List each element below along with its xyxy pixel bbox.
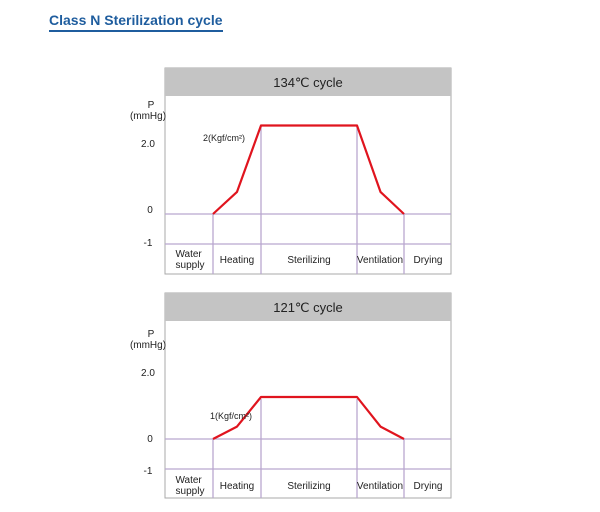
pressure-label: 1(Kgf/cm²) (210, 411, 252, 421)
phase-drying: Drying (414, 481, 443, 492)
chart-header (165, 68, 451, 96)
y-tick-2: 2.0 (141, 368, 155, 379)
y-tick-minus-1: -1 (144, 466, 153, 477)
y-axis-label-unit: (mmHg) (130, 340, 166, 351)
phase-ventilation: Ventilation (357, 481, 403, 492)
phase-water-supply: Water supply (175, 475, 204, 497)
chart-title: 121℃ cycle (273, 300, 343, 315)
phase-sterilizing: Sterilizing (287, 255, 330, 266)
page-title: Class N Sterilization cycle (49, 12, 223, 32)
pressure-label: 2(Kgf/cm²) (203, 133, 245, 143)
y-axis-label-unit: (mmHg) (130, 111, 166, 122)
chart-title: 134℃ cycle (273, 75, 343, 90)
phase-drying: Drying (414, 255, 443, 266)
y-tick-2: 2.0 (141, 139, 155, 150)
chart-frame (164, 292, 452, 499)
y-tick-0: 0 (147, 205, 153, 216)
y-axis-label-p: P (148, 100, 155, 111)
y-axis-label-p: P (148, 329, 155, 340)
phase-ventilation: Ventilation (357, 255, 403, 266)
phase-sterilizing: Sterilizing (287, 481, 330, 492)
chart-header (165, 293, 451, 321)
pressure-curve (212, 395, 405, 440)
y-tick-minus-1: -1 (144, 238, 153, 249)
phase-heating: Heating (220, 255, 254, 266)
chart-134: 134℃ cycle P (mmHg) 2.0 0 -1 2(Kgf/cm²) … (130, 67, 452, 275)
pressure-curve (212, 124, 405, 215)
phase-heating: Heating (220, 481, 254, 492)
y-tick-0: 0 (147, 434, 153, 445)
chart-121: 121℃ cycle P (mmHg) 2.0 0 -1 1(Kgf/cm²) … (130, 292, 452, 499)
phase-water-supply: Water supply (175, 249, 204, 271)
chart-frame (164, 67, 452, 275)
